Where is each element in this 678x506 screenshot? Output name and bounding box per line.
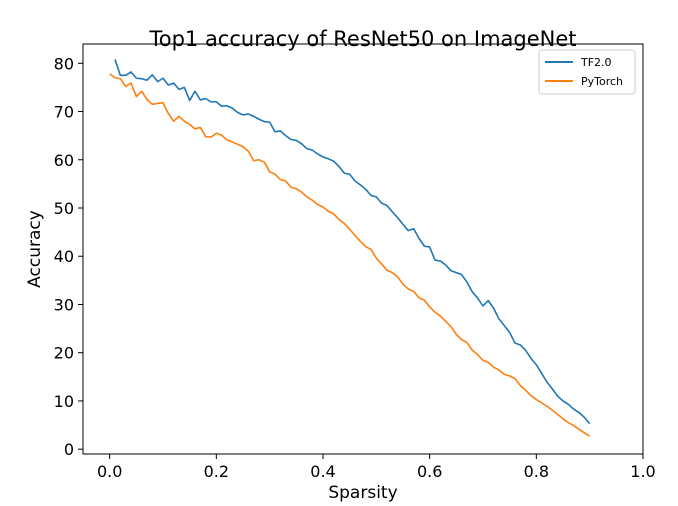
x-tick-label: 1.0 [630, 462, 655, 481]
chart-title: Top1 accuracy of ResNet50 on ImageNet [148, 27, 576, 51]
y-tick-label: 0 [64, 440, 74, 459]
x-axis-label: Sparsity [328, 483, 397, 503]
y-tick-label: 70 [54, 103, 74, 122]
x-tick-label: 0.2 [204, 462, 229, 481]
legend-label: PyTorch [581, 75, 623, 88]
y-tick-label: 20 [54, 344, 74, 363]
y-tick-label: 30 [54, 295, 74, 314]
y-tick-label: 40 [54, 247, 74, 266]
y-tick-label: 60 [54, 151, 74, 170]
x-tick-label: 0.8 [524, 462, 549, 481]
x-tick-label: 0.6 [417, 462, 442, 481]
series-layer [109, 59, 591, 437]
series-line-pytorch [109, 73, 591, 437]
x-tick-label: 0.0 [97, 462, 122, 481]
y-axis-label: Accuracy [25, 210, 45, 288]
series-line-tf2-0 [114, 59, 591, 425]
plot-area-frame [82, 43, 644, 455]
legend-label: TF2.0 [580, 56, 612, 69]
y-axis: 0 10 20 30 40 50 60 70 80 [54, 54, 83, 459]
x-tick-label: 0.4 [310, 462, 335, 481]
y-tick-label: 50 [54, 199, 74, 218]
x-axis: 0.0 0.2 0.4 0.6 0.8 1.0 [97, 454, 656, 481]
y-tick-label: 80 [54, 54, 74, 73]
y-tick-label: 10 [54, 392, 74, 411]
legend: TF2.0 PyTorch [538, 49, 636, 95]
